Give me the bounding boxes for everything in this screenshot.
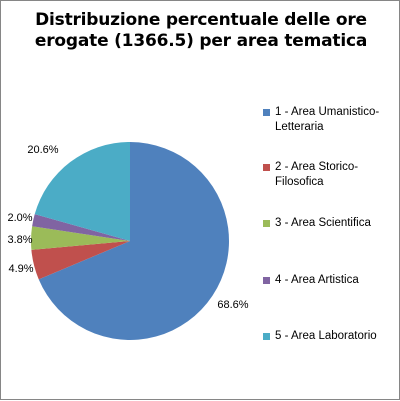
legend-label-3: 3 - Area Scientifica — [275, 217, 371, 229]
legend-item-5: 5 - Area Laboratorio — [263, 329, 387, 344]
legend-label-4: 4 - Area Artistica — [275, 274, 359, 286]
legend-item-4: 4 - Area Artistica — [263, 273, 387, 288]
pie-slice-2 — [31, 241, 130, 280]
chart-title: Distribuzione percentuale delle ore erog… — [34, 10, 368, 51]
pie-slice-5 — [34, 142, 130, 241]
legend-label-5: 5 - Area Laboratorio — [275, 330, 377, 342]
legend-swatch-1 — [263, 109, 270, 116]
legend-swatch-2 — [263, 164, 270, 171]
legend-swatch-3 — [263, 220, 270, 227]
legend-label-2: 2 - Area Storico-Filosofica — [275, 161, 359, 188]
data-label-4: 2.0% — [7, 212, 32, 224]
data-label-5: 20.6% — [27, 144, 58, 156]
pie-slice-3 — [31, 226, 130, 250]
pie-slice-1 — [38, 142, 229, 340]
data-label-2: 4.9% — [8, 263, 33, 275]
legend-item-3: 3 - Area Scientifica — [263, 216, 387, 231]
legend-swatch-5 — [263, 333, 270, 340]
legend-label-1: 1 - Area Umanistico-Letteraria — [275, 106, 380, 133]
data-label-1: 68.6% — [217, 299, 248, 311]
pie-slice-4 — [32, 214, 131, 241]
data-label-3: 3.8% — [7, 234, 32, 246]
legend-item-2: 2 - Area Storico-Filosofica — [263, 160, 387, 190]
legend-swatch-4 — [263, 277, 270, 284]
legend-item-1: 1 - Area Umanistico-Letteraria — [263, 105, 387, 135]
